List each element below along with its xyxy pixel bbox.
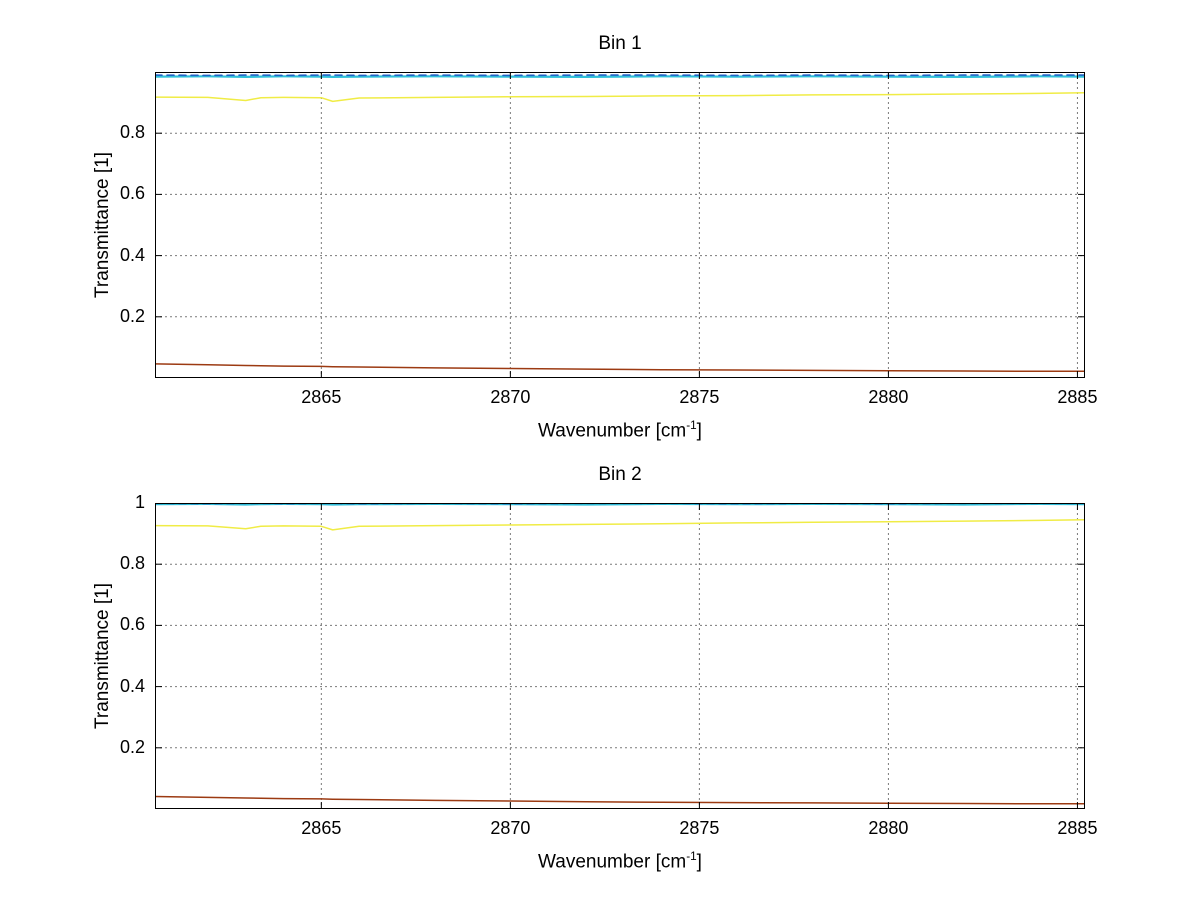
- y-tick-label: 0.8: [119, 553, 145, 574]
- x-tick-label: 2865: [301, 387, 342, 407]
- chart1-x-axis-label-close: ]: [696, 420, 702, 442]
- y-tick-label: 0.4: [119, 244, 145, 265]
- y-tick-label: 0.6: [119, 183, 145, 204]
- x-tick-label: 2880: [868, 387, 909, 407]
- chart1-title: Bin 1: [598, 33, 642, 54]
- chart2-title: Bin 2: [598, 464, 642, 485]
- series-trace-yellow: [155, 92, 1085, 103]
- y-tick-label: 0.6: [119, 614, 145, 635]
- series-trace-cyan: [155, 75, 1085, 79]
- series-trace-darkred: [155, 363, 1085, 373]
- chart1-x-axis-label: Wavenumber [cm-1]: [155, 419, 1085, 442]
- y-tick-label: 0.4: [119, 675, 145, 696]
- y-tick-label: 0.8: [119, 122, 145, 143]
- chart1-x-axis-label-exponent: -1: [686, 419, 697, 432]
- chart2-x-axis-label: Wavenumber [cm-1]: [155, 850, 1085, 873]
- chart2-x-axis-label-close: ]: [696, 851, 702, 873]
- x-tick-label: 2870: [490, 818, 531, 838]
- series-trace-yellow: [155, 519, 1085, 531]
- chart2-x-axis-label-text: Wavenumber [cm: [538, 851, 687, 873]
- y-tick-label: 1: [134, 492, 145, 512]
- x-tick-label: 2875: [679, 387, 720, 407]
- chart2-x-axis-label-exponent: -1: [686, 850, 697, 863]
- chart1-x-axis-label-text: Wavenumber [cm: [538, 420, 687, 442]
- x-tick-label: 2870: [490, 387, 531, 407]
- chart1-plot-area: [155, 72, 1085, 378]
- x-tick-label: 2880: [868, 818, 909, 838]
- chart2-plot-area: [155, 503, 1085, 809]
- series-trace-darkred: [155, 795, 1085, 805]
- x-tick-label: 2885: [1057, 387, 1098, 407]
- chart2-y-axis-label: Transmittance [1]: [92, 582, 113, 730]
- chart1-y-axis-label: Transmittance [1]: [92, 151, 113, 299]
- y-tick-label: 0.2: [119, 736, 145, 757]
- x-tick-label: 2875: [679, 818, 720, 838]
- x-tick-label: 2885: [1057, 818, 1098, 838]
- y-tick-label: 0.2: [119, 305, 145, 326]
- x-tick-label: 2865: [301, 818, 342, 838]
